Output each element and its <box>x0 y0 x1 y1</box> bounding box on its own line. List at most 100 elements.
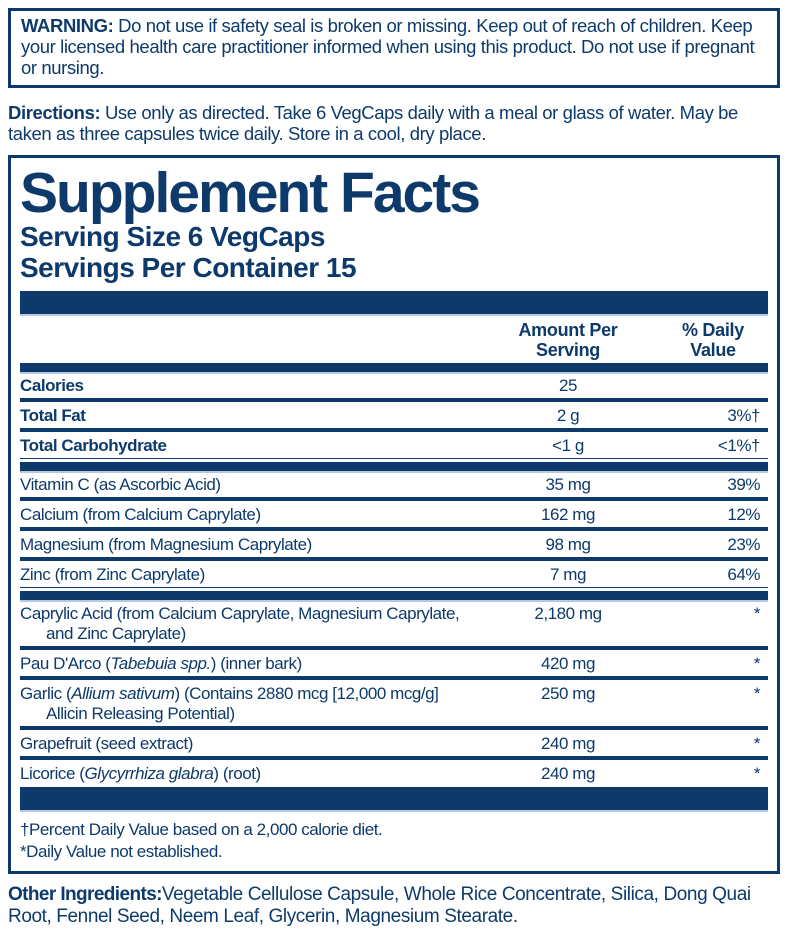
nutrient-name: Vitamin C (as Ascorbic Acid) <box>20 475 478 495</box>
nutrient-name-latin: Glycyrrhiza glabra <box>84 764 214 783</box>
nutrient-name: Licorice (Glycyrrhiza glabra) (root) <box>20 764 478 784</box>
amount-per-serving-value: 240 mg <box>540 764 595 783</box>
percent-daily-value: 64% <box>727 565 760 584</box>
table-row: Grapefruit (seed extract) 240 mg * <box>20 732 768 755</box>
nutrient-name-segment: Pau D'Arco ( <box>20 654 111 673</box>
row-divider <box>20 646 768 650</box>
row-divider <box>20 756 768 760</box>
header-bar <box>20 291 768 316</box>
row-divider <box>20 676 768 680</box>
row-divider <box>20 497 768 501</box>
footnote-daily-value: †Percent Daily Value based on a 2,000 ca… <box>20 820 383 839</box>
nutrient-name-latin: Tabebuia spp. <box>110 654 211 673</box>
nutrient-name: Pau D'Arco (Tabebuia spp.) (inner bark) <box>20 654 478 674</box>
percent-daily-value: <1%† <box>717 436 761 455</box>
nutrient-name-segment: Garlic ( <box>20 684 72 703</box>
nutrient-name-segment: Magnesium (from Magnesium Caprylate) <box>20 535 312 554</box>
pre-bar-rule <box>20 587 768 588</box>
table-row: Calories 25 <box>20 374 768 397</box>
row-divider <box>20 726 768 730</box>
amount-per-serving-value: 162 mg <box>540 505 595 524</box>
amount-per-serving-value: 98 mg <box>545 535 591 554</box>
nutrient-name: Magnesium (from Magnesium Caprylate) <box>20 535 478 555</box>
header-divider-bar <box>20 363 768 374</box>
warning-label: WARNING: <box>21 15 114 36</box>
table-row: Total Carbohydrate <1 g <1%† <box>20 434 768 457</box>
nutrient-name-segment: ) (root) <box>213 764 261 783</box>
other-ingredients-paragraph: Other Ingredients:Vegetable Cellulose Ca… <box>8 884 780 928</box>
percent-daily-value: * <box>753 764 761 783</box>
nutrient-name-segment: Zinc (from Zinc Caprylate) <box>20 565 205 584</box>
row-divider <box>20 557 768 561</box>
amount-per-serving-header: Amount Per Serving <box>518 320 618 360</box>
percent-daily-value: 23% <box>727 535 760 554</box>
section-bar <box>20 462 768 473</box>
directions-text: Use only as directed. Take 6 VegCaps dai… <box>8 102 738 144</box>
amount-per-serving-value: <1 g <box>552 436 584 455</box>
nutrient-name: Grapefruit (seed extract) <box>20 734 478 754</box>
row-divider <box>20 398 768 402</box>
nutrient-name: Calories <box>20 376 478 396</box>
facts-table: Calories 25 Total Fat 2 g 3%† Total Carbohydr… <box>20 374 768 785</box>
nutrient-name: Zinc (from Zinc Caprylate) <box>20 565 478 585</box>
nutrient-name-segment: Calcium (from Calcium Caprylate) <box>20 505 261 524</box>
directions-label: Directions: <box>8 102 101 123</box>
nutrient-name-segment: Total Carbohydrate <box>20 436 167 455</box>
percent-daily-value: 12% <box>727 505 760 524</box>
percent-daily-value: * <box>753 734 761 753</box>
table-row: Licorice (Glycyrrhiza glabra) (root) 240 … <box>20 762 768 785</box>
nutrient-name: Calcium (from Calcium Caprylate) <box>20 505 478 525</box>
column-header-row: Amount Per Serving % Daily Value <box>20 316 768 363</box>
table-row: Caprylic Acid (from Calcium Caprylate, M… <box>20 602 768 645</box>
directions-paragraph: Directions: Use only as directed. Take 6… <box>8 102 780 144</box>
nutrient-name-segment: ) (inner bark) <box>210 654 302 673</box>
table-row: Zinc (from Zinc Caprylate) 7 mg 64% <box>20 563 768 586</box>
warning-box: WARNING: Do not use if safety seal is br… <box>8 8 780 88</box>
serving-size: Serving Size 6 VegCaps <box>20 221 325 252</box>
supplement-facts-panel: Supplement Facts Serving Size 6 VegCaps … <box>8 155 780 874</box>
percent-daily-value-header: % Daily Value <box>682 320 744 360</box>
section-bar <box>20 591 768 602</box>
amount-per-serving-value: 420 mg <box>540 654 595 673</box>
supplement-label-page: WARNING: Do not use if safety seal is br… <box>0 8 788 932</box>
table-row: Pau D'Arco (Tabebuia spp.) (inner bark) 4… <box>20 652 768 675</box>
table-row: Calcium (from Calcium Caprylate) 162 mg 12… <box>20 503 768 526</box>
nutrient-name-segment: Caprylic Acid (from Calcium Caprylate, M… <box>20 604 460 643</box>
percent-daily-value: * <box>753 604 761 623</box>
amount-per-serving-value: 250 mg <box>540 684 595 703</box>
warning-text: Do not use if safety seal is broken or m… <box>21 15 755 78</box>
amount-per-serving-value: 240 mg <box>540 734 595 753</box>
table-row: Total Fat 2 g 3%† <box>20 404 768 427</box>
amount-per-serving-value: 2,180 mg <box>534 604 602 623</box>
percent-daily-value: * <box>753 684 761 703</box>
nutrient-name-segment: Grapefruit (seed extract) <box>20 734 193 753</box>
amount-per-serving-value: 2 g <box>556 406 580 425</box>
pre-bar-rule <box>20 458 768 459</box>
amount-per-serving-value: 35 mg <box>545 475 591 494</box>
nutrient-name-segment: Total Fat <box>20 406 86 425</box>
facts-title: Supplement Facts <box>20 161 481 225</box>
footnote-bar <box>20 787 768 812</box>
nutrient-name-segment: Calories <box>20 376 84 395</box>
footnotes: †Percent Daily Value based on a 2,000 ca… <box>20 812 768 863</box>
row-divider <box>20 527 768 531</box>
servings-per-container: Servings Per Container 15 <box>20 252 357 283</box>
nutrient-name: Garlic (Allium sativum) (Contains 2880 m… <box>20 684 478 724</box>
percent-daily-value: 39% <box>727 475 760 494</box>
table-row: Garlic (Allium sativum) (Contains 2880 m… <box>20 682 768 725</box>
amount-per-serving-value: 7 mg <box>550 565 586 584</box>
nutrient-name-segment: Vitamin C (as Ascorbic Acid) <box>20 475 221 494</box>
nutrient-name-latin: Allium sativum <box>71 684 175 703</box>
table-row: Magnesium (from Magnesium Caprylate) 98 m… <box>20 533 768 556</box>
footnote-not-established: *Daily Value not established. <box>20 842 223 861</box>
row-divider <box>20 428 768 432</box>
nutrient-name: Caprylic Acid (from Calcium Caprylate, M… <box>20 604 478 644</box>
percent-daily-value: * <box>753 654 761 673</box>
nutrient-name: Total Carbohydrate <box>20 436 478 456</box>
nutrient-name-segment: Licorice ( <box>20 764 85 783</box>
nutrient-name-segment: ) (Contains 2880 mcg [12,000 mcg/g] Alli… <box>46 684 439 723</box>
table-row: Vitamin C (as Ascorbic Acid) 35 mg 39% <box>20 473 768 496</box>
other-ingredients-label: Other Ingredients: <box>8 884 162 905</box>
nutrient-name: Total Fat <box>20 406 478 426</box>
percent-daily-value: 3%† <box>727 406 760 425</box>
